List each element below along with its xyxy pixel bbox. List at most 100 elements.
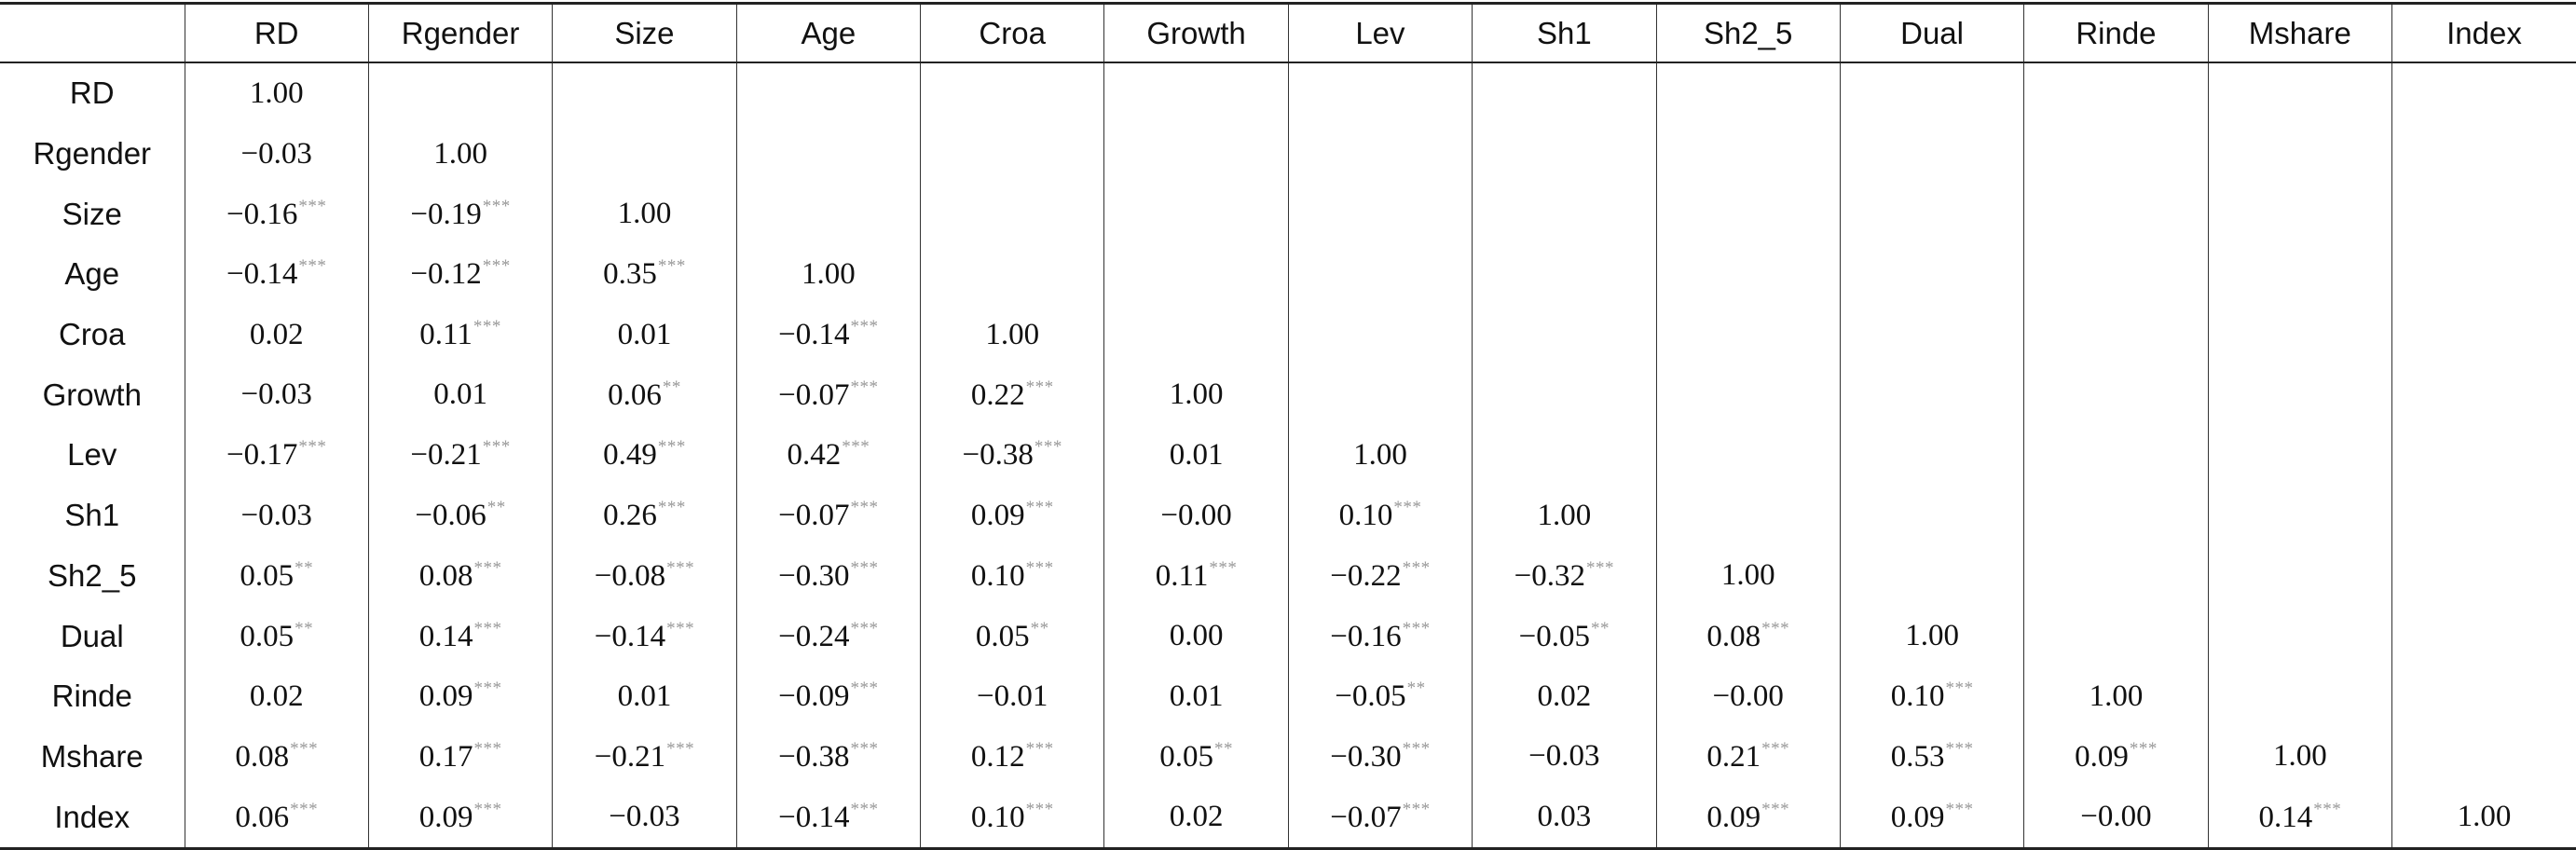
correlation-value: 1.00: [2272, 739, 2327, 774]
table-cell: [2023, 244, 2209, 305]
table-cell: 0.09***: [1655, 787, 1841, 850]
row-label: Growth: [42, 377, 142, 412]
correlation-value: −0.30: [1330, 739, 1402, 774]
table-cell: [2207, 304, 2392, 365]
correlation-value: 0.01: [1169, 679, 1224, 713]
correlation-value: −0.22: [1330, 558, 1402, 593]
correlation-value: −0.21: [594, 739, 666, 774]
correlation-value: 0.01: [1169, 437, 1224, 472]
table-cell: [2391, 425, 2576, 486]
table-cell: 1.00: [1839, 606, 2024, 666]
table-cell: [1655, 425, 1841, 486]
correlation-value: 1.00: [2457, 800, 2512, 834]
table-cell: 1.00: [1472, 485, 1656, 546]
column-header-mshare: Mshare: [2207, 2, 2392, 63]
table-cell: [1655, 485, 1841, 546]
table-cell: 0.21***: [1655, 726, 1841, 788]
table-cell: [1839, 425, 2024, 486]
table-cell: [2023, 123, 2209, 185]
table-cell: [2023, 184, 2209, 245]
column-header-rgender: Rgender: [367, 2, 553, 63]
correlation-value: −0.38: [778, 739, 850, 774]
significance-stars: ***: [1025, 799, 1054, 819]
correlation-value: 0.08: [418, 558, 473, 593]
significance-stars: ***: [290, 738, 319, 759]
table-cell: 1.00: [2023, 665, 2209, 727]
significance-stars: **: [295, 557, 314, 578]
correlation-value: 0.09: [1706, 800, 1761, 834]
significance-stars: ***: [1402, 799, 1431, 819]
column-header-rd: RD: [184, 2, 369, 63]
correlation-value: 0.10: [970, 800, 1025, 834]
table-cell: −0.07***: [1287, 787, 1473, 850]
table-cell: −0.14***: [735, 787, 921, 850]
correlation-value: 0.49: [603, 438, 657, 473]
correlation-value: 0.09: [2075, 739, 2129, 774]
column-header-sh1: Sh1: [1472, 2, 1656, 63]
table-cell: −0.30***: [735, 545, 921, 607]
significance-stars: ***: [850, 377, 879, 397]
table-cell: [2391, 606, 2576, 666]
correlation-value: −0.19: [410, 197, 482, 231]
significance-stars: ***: [1945, 738, 1974, 759]
correlation-value: 0.01: [433, 377, 487, 412]
significance-stars: **: [1030, 618, 1049, 638]
table-cell: 0.02: [184, 665, 369, 727]
significance-stars: ***: [473, 738, 502, 759]
table-cell: [1472, 62, 1656, 124]
table-cell: 0.42***: [735, 425, 921, 486]
row-label: Lev: [67, 437, 117, 473]
table-cell: [735, 123, 921, 185]
correlation-value: −0.00: [2080, 800, 2152, 834]
table-cell: 0.06**: [552, 364, 737, 426]
correlation-value: −0.14: [226, 257, 298, 292]
correlation-value: −0.07: [778, 499, 850, 533]
table-cell: [1472, 364, 1656, 426]
correlation-value: −0.00: [1160, 498, 1232, 532]
correlation-value: 0.06: [235, 800, 290, 834]
table-cell: 0.11***: [367, 304, 553, 365]
correlation-value: 0.08: [235, 739, 290, 774]
significance-stars: ***: [1402, 738, 1431, 759]
table-cell: 0.01: [367, 364, 553, 426]
row-label: Sh1: [64, 498, 120, 533]
correlation-value: 0.08: [1706, 619, 1761, 653]
correlation-value: −0.16: [1330, 619, 1402, 653]
correlation-value: 1.00: [2089, 679, 2144, 713]
table-cell: 1.00: [1287, 425, 1473, 486]
table-cell: 1.00: [367, 123, 553, 185]
table-cell: −0.14***: [735, 304, 921, 365]
significance-stars: ***: [482, 437, 511, 458]
significance-stars: ***: [666, 738, 695, 759]
table-row: Lev −0.17*** −0.21*** 0.49*** 0.42*** −0.38**…: [0, 425, 2576, 486]
table-cell: 0.00: [1103, 606, 1289, 666]
table-cell: −0.03: [184, 485, 369, 546]
table-cell: 1.00: [1103, 364, 1289, 426]
table-cell: [2391, 184, 2576, 245]
significance-stars: ***: [473, 317, 501, 337]
table-cell: [2207, 665, 2392, 727]
correlation-value: 1.00: [617, 197, 672, 231]
table-row: Age −0.14*** −0.12*** 0.35*** 1.00: [0, 244, 2576, 305]
table-cell: 0.10***: [1287, 485, 1473, 546]
table-cell: [1472, 244, 1656, 305]
table-row: Growth −0.03 0.01 0.06** −0.07*** 0.22*** 1.00: [0, 364, 2576, 426]
significance-stars: ***: [666, 557, 695, 578]
correlation-value: −0.09: [778, 679, 850, 714]
table-cell: 0.17***: [367, 726, 553, 788]
table-cell: [2023, 545, 2209, 607]
correlation-value: 0.42: [787, 438, 842, 473]
table-cell: 0.02: [184, 304, 369, 365]
table-cell: [919, 62, 1104, 124]
table-cell: [1103, 123, 1289, 185]
table-cell: [2023, 485, 2209, 546]
table-cell: 0.08***: [367, 545, 553, 607]
header-row: RD Rgender Size Age Croa Growth Lev Sh1 Sh2_5 Dua…: [0, 2, 2576, 63]
table-cell: [1287, 184, 1473, 245]
table-cell: [2207, 364, 2392, 426]
table-cell: [2391, 244, 2576, 305]
table-cell: [1839, 545, 2024, 607]
correlation-value: −0.30: [778, 558, 850, 593]
row-label: Croa: [58, 317, 126, 352]
